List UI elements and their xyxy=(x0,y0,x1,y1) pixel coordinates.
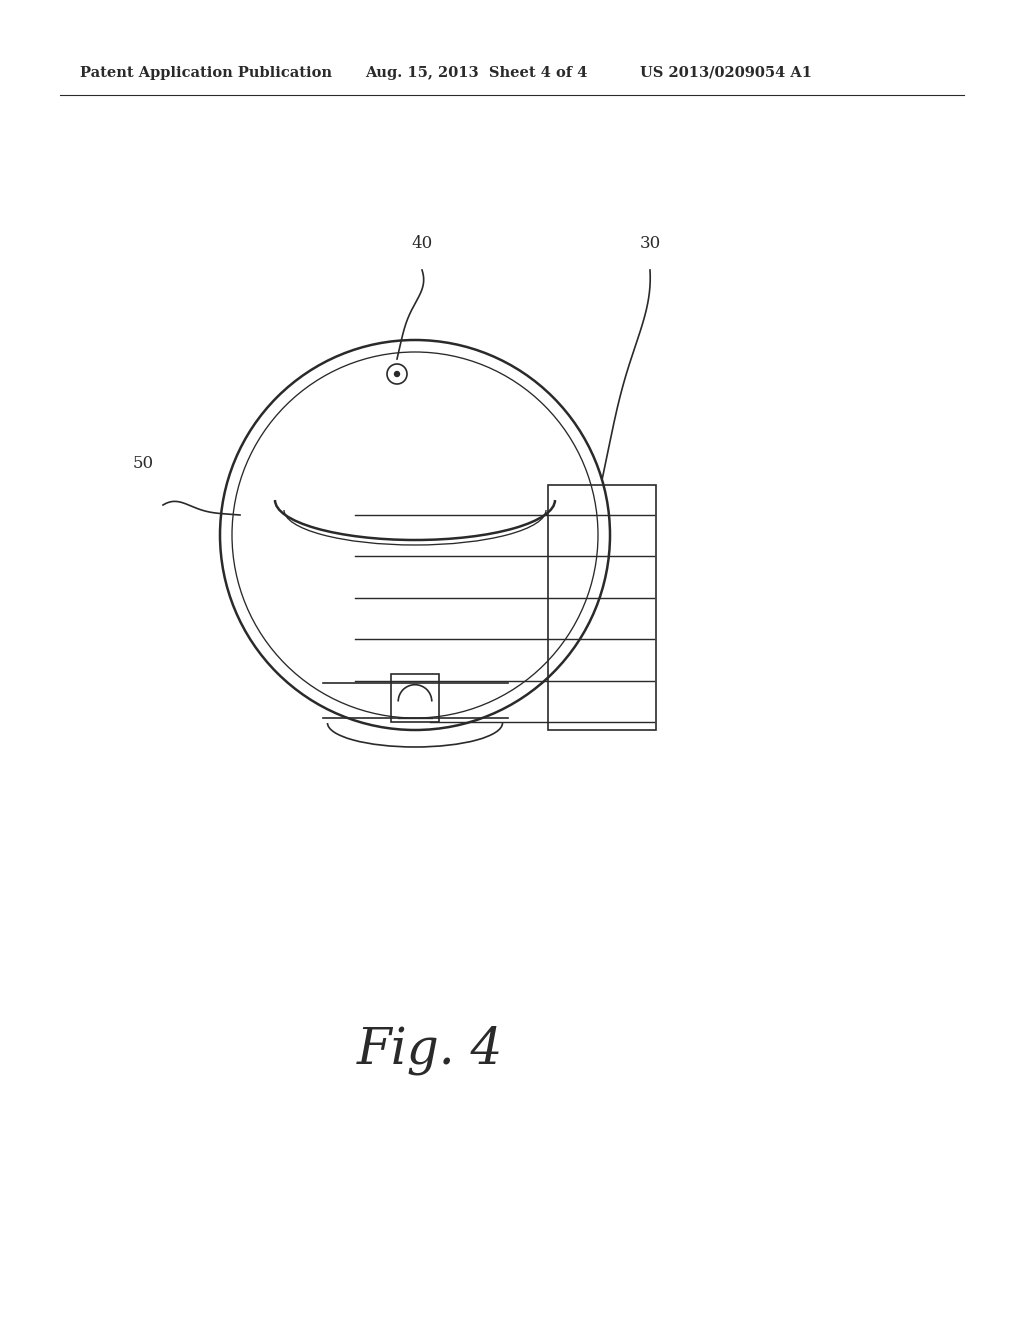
Text: 50: 50 xyxy=(132,455,154,473)
Text: 30: 30 xyxy=(639,235,660,252)
Circle shape xyxy=(394,371,399,376)
Text: Fig. 4: Fig. 4 xyxy=(356,1026,503,1074)
Text: Patent Application Publication: Patent Application Publication xyxy=(80,66,332,81)
Text: Aug. 15, 2013  Sheet 4 of 4: Aug. 15, 2013 Sheet 4 of 4 xyxy=(365,66,588,81)
Bar xyxy=(548,484,656,730)
Bar xyxy=(391,673,439,722)
Text: 40: 40 xyxy=(412,235,432,252)
Text: US 2013/0209054 A1: US 2013/0209054 A1 xyxy=(640,66,812,81)
